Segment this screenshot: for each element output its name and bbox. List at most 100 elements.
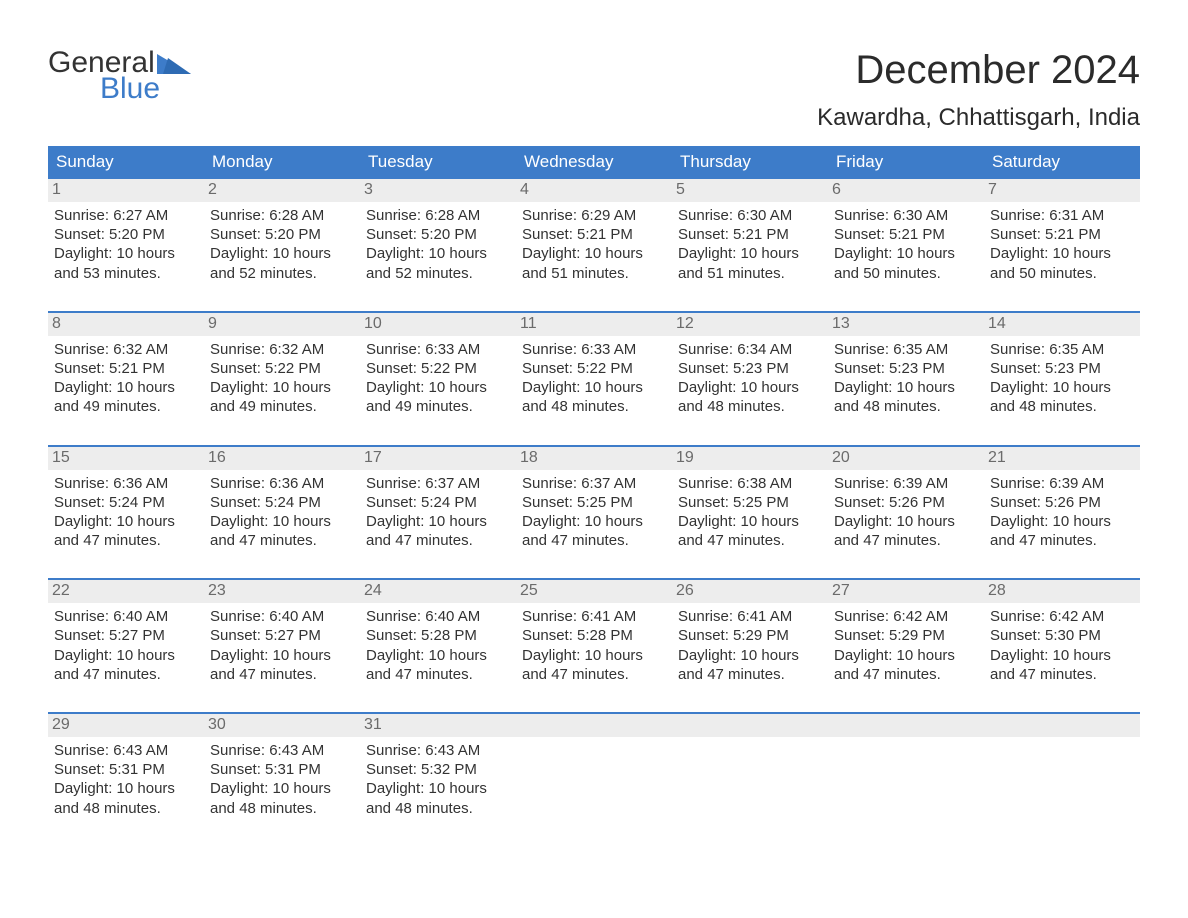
weekday-header: Thursday (672, 146, 828, 179)
day-d1: Daylight: 10 hours (834, 378, 978, 397)
day-sunrise: Sunrise: 6:36 AM (210, 474, 354, 493)
weeks-container: 1Sunrise: 6:27 AMSunset: 5:20 PMDaylight… (48, 179, 1140, 828)
day-sunrise: Sunrise: 6:32 AM (210, 340, 354, 359)
day-number: 28 (984, 580, 1140, 603)
day-d1: Daylight: 10 hours (522, 646, 666, 665)
day-sunrise: Sunrise: 6:43 AM (210, 741, 354, 760)
day-sunrise: Sunrise: 6:29 AM (522, 206, 666, 225)
day-d1: Daylight: 10 hours (54, 646, 198, 665)
day-number: 6 (828, 179, 984, 202)
day-cell: 21Sunrise: 6:39 AMSunset: 5:26 PMDayligh… (984, 447, 1140, 561)
day-sunset: Sunset: 5:21 PM (834, 225, 978, 244)
day-details: Sunrise: 6:36 AMSunset: 5:24 PMDaylight:… (210, 474, 354, 551)
day-sunset: Sunset: 5:24 PM (210, 493, 354, 512)
day-d1: Daylight: 10 hours (522, 512, 666, 531)
day-sunrise: Sunrise: 6:40 AM (54, 607, 198, 626)
day-cell: 15Sunrise: 6:36 AMSunset: 5:24 PMDayligh… (48, 447, 204, 561)
day-details: Sunrise: 6:39 AMSunset: 5:26 PMDaylight:… (990, 474, 1134, 551)
day-d2: and 52 minutes. (366, 264, 510, 283)
day-details: Sunrise: 6:43 AMSunset: 5:32 PMDaylight:… (366, 741, 510, 818)
day-details: Sunrise: 6:43 AMSunset: 5:31 PMDaylight:… (54, 741, 198, 818)
day-d2: and 48 minutes. (522, 397, 666, 416)
day-d1: Daylight: 10 hours (522, 244, 666, 263)
day-details: Sunrise: 6:41 AMSunset: 5:28 PMDaylight:… (522, 607, 666, 684)
week-row: 1Sunrise: 6:27 AMSunset: 5:20 PMDaylight… (48, 179, 1140, 293)
day-cell: 29Sunrise: 6:43 AMSunset: 5:31 PMDayligh… (48, 714, 204, 828)
day-cell: 5 Sunrise: 6:30 AMSunset: 5:21 PMDaylight… (672, 179, 828, 293)
day-sunset: Sunset: 5:23 PM (678, 359, 822, 378)
day-d1: Daylight: 10 hours (990, 512, 1134, 531)
day-d2: and 49 minutes. (54, 397, 198, 416)
day-cell: 13Sunrise: 6:35 AMSunset: 5:23 PMDayligh… (828, 313, 984, 427)
day-cell: 31 Sunrise: 6:43 AMSunset: 5:32 PMDayligh… (360, 714, 516, 828)
brand-word-2: Blue (48, 74, 160, 104)
day-sunset: Sunset: 5:28 PM (366, 626, 510, 645)
day-d2: and 47 minutes. (522, 665, 666, 684)
day-sunrise: Sunrise: 6:39 AM (990, 474, 1134, 493)
day-d1: Daylight: 10 hours (834, 646, 978, 665)
day-sunrise: Sunrise: 6:28 AM (210, 206, 354, 225)
day-d1: Daylight: 10 hours (366, 378, 510, 397)
day-details: Sunrise: 6:30 AMSunset: 5:21 PMDaylight:… (834, 206, 978, 283)
day-details: Sunrise: 6:33 AMSunset: 5:22 PMDaylight:… (522, 340, 666, 417)
day-d2: and 47 minutes. (210, 531, 354, 550)
day-sunset: Sunset: 5:23 PM (834, 359, 978, 378)
day-cell: 6 Sunrise: 6:30 AMSunset: 5:21 PMDaylight… (828, 179, 984, 293)
day-sunset: Sunset: 5:23 PM (990, 359, 1134, 378)
weekday-header: Monday (204, 146, 360, 179)
day-number: 27 (828, 580, 984, 603)
day-sunset: Sunset: 5:21 PM (678, 225, 822, 244)
day-number: 30 (204, 714, 360, 737)
day-details: Sunrise: 6:35 AMSunset: 5:23 PMDaylight:… (834, 340, 978, 417)
calendar-page: General Blue December 2024 Kawardha, Chh… (0, 0, 1188, 828)
day-sunrise: Sunrise: 6:43 AM (366, 741, 510, 760)
day-number: 31 (360, 714, 516, 737)
day-d1: Daylight: 10 hours (210, 244, 354, 263)
day-d2: and 50 minutes. (834, 264, 978, 283)
day-d2: and 48 minutes. (54, 799, 198, 818)
day-details: Sunrise: 6:38 AMSunset: 5:25 PMDaylight:… (678, 474, 822, 551)
day-sunset: Sunset: 5:29 PM (678, 626, 822, 645)
day-d1: Daylight: 10 hours (54, 244, 198, 263)
day-details: Sunrise: 6:37 AMSunset: 5:25 PMDaylight:… (522, 474, 666, 551)
day-sunrise: Sunrise: 6:41 AM (522, 607, 666, 626)
day-d2: and 48 minutes. (834, 397, 978, 416)
week-row: 29Sunrise: 6:43 AMSunset: 5:31 PMDayligh… (48, 712, 1140, 828)
day-d2: and 50 minutes. (990, 264, 1134, 283)
day-details: Sunrise: 6:33 AMSunset: 5:22 PMDaylight:… (366, 340, 510, 417)
day-d2: and 47 minutes. (678, 531, 822, 550)
day-details: Sunrise: 6:28 AMSunset: 5:20 PMDaylight:… (366, 206, 510, 283)
day-number: 23 (204, 580, 360, 603)
calendar: Sunday Monday Tuesday Wednesday Thursday… (48, 146, 1140, 828)
day-details: Sunrise: 6:43 AMSunset: 5:31 PMDaylight:… (210, 741, 354, 818)
day-details: Sunrise: 6:40 AMSunset: 5:27 PMDaylight:… (54, 607, 198, 684)
day-cell: 8Sunrise: 6:32 AMSunset: 5:21 PMDaylight… (48, 313, 204, 427)
day-details: Sunrise: 6:30 AMSunset: 5:21 PMDaylight:… (678, 206, 822, 283)
day-cell: 20Sunrise: 6:39 AMSunset: 5:26 PMDayligh… (828, 447, 984, 561)
day-details: Sunrise: 6:35 AMSunset: 5:23 PMDaylight:… (990, 340, 1134, 417)
day-number: 11 (516, 313, 672, 336)
day-sunset: Sunset: 5:22 PM (522, 359, 666, 378)
day-cell (828, 714, 984, 828)
day-d1: Daylight: 10 hours (834, 512, 978, 531)
day-number: 25 (516, 580, 672, 603)
day-sunrise: Sunrise: 6:31 AM (990, 206, 1134, 225)
day-number: 9 (204, 313, 360, 336)
day-d1: Daylight: 10 hours (366, 779, 510, 798)
day-d1: Daylight: 10 hours (678, 244, 822, 263)
day-d1: Daylight: 10 hours (54, 512, 198, 531)
day-sunrise: Sunrise: 6:43 AM (54, 741, 198, 760)
day-sunrise: Sunrise: 6:38 AM (678, 474, 822, 493)
day-number: 26 (672, 580, 828, 603)
day-sunrise: Sunrise: 6:39 AM (834, 474, 978, 493)
day-number: 10 (360, 313, 516, 336)
day-details: Sunrise: 6:40 AMSunset: 5:27 PMDaylight:… (210, 607, 354, 684)
day-d1: Daylight: 10 hours (678, 646, 822, 665)
day-cell: 2Sunrise: 6:28 AMSunset: 5:20 PMDaylight… (204, 179, 360, 293)
day-number: 5 (672, 179, 828, 202)
day-d2: and 47 minutes. (366, 665, 510, 684)
day-sunrise: Sunrise: 6:42 AM (990, 607, 1134, 626)
brand-logo: General Blue (48, 48, 191, 104)
day-sunset: Sunset: 5:24 PM (54, 493, 198, 512)
day-number: 7 (984, 179, 1140, 202)
